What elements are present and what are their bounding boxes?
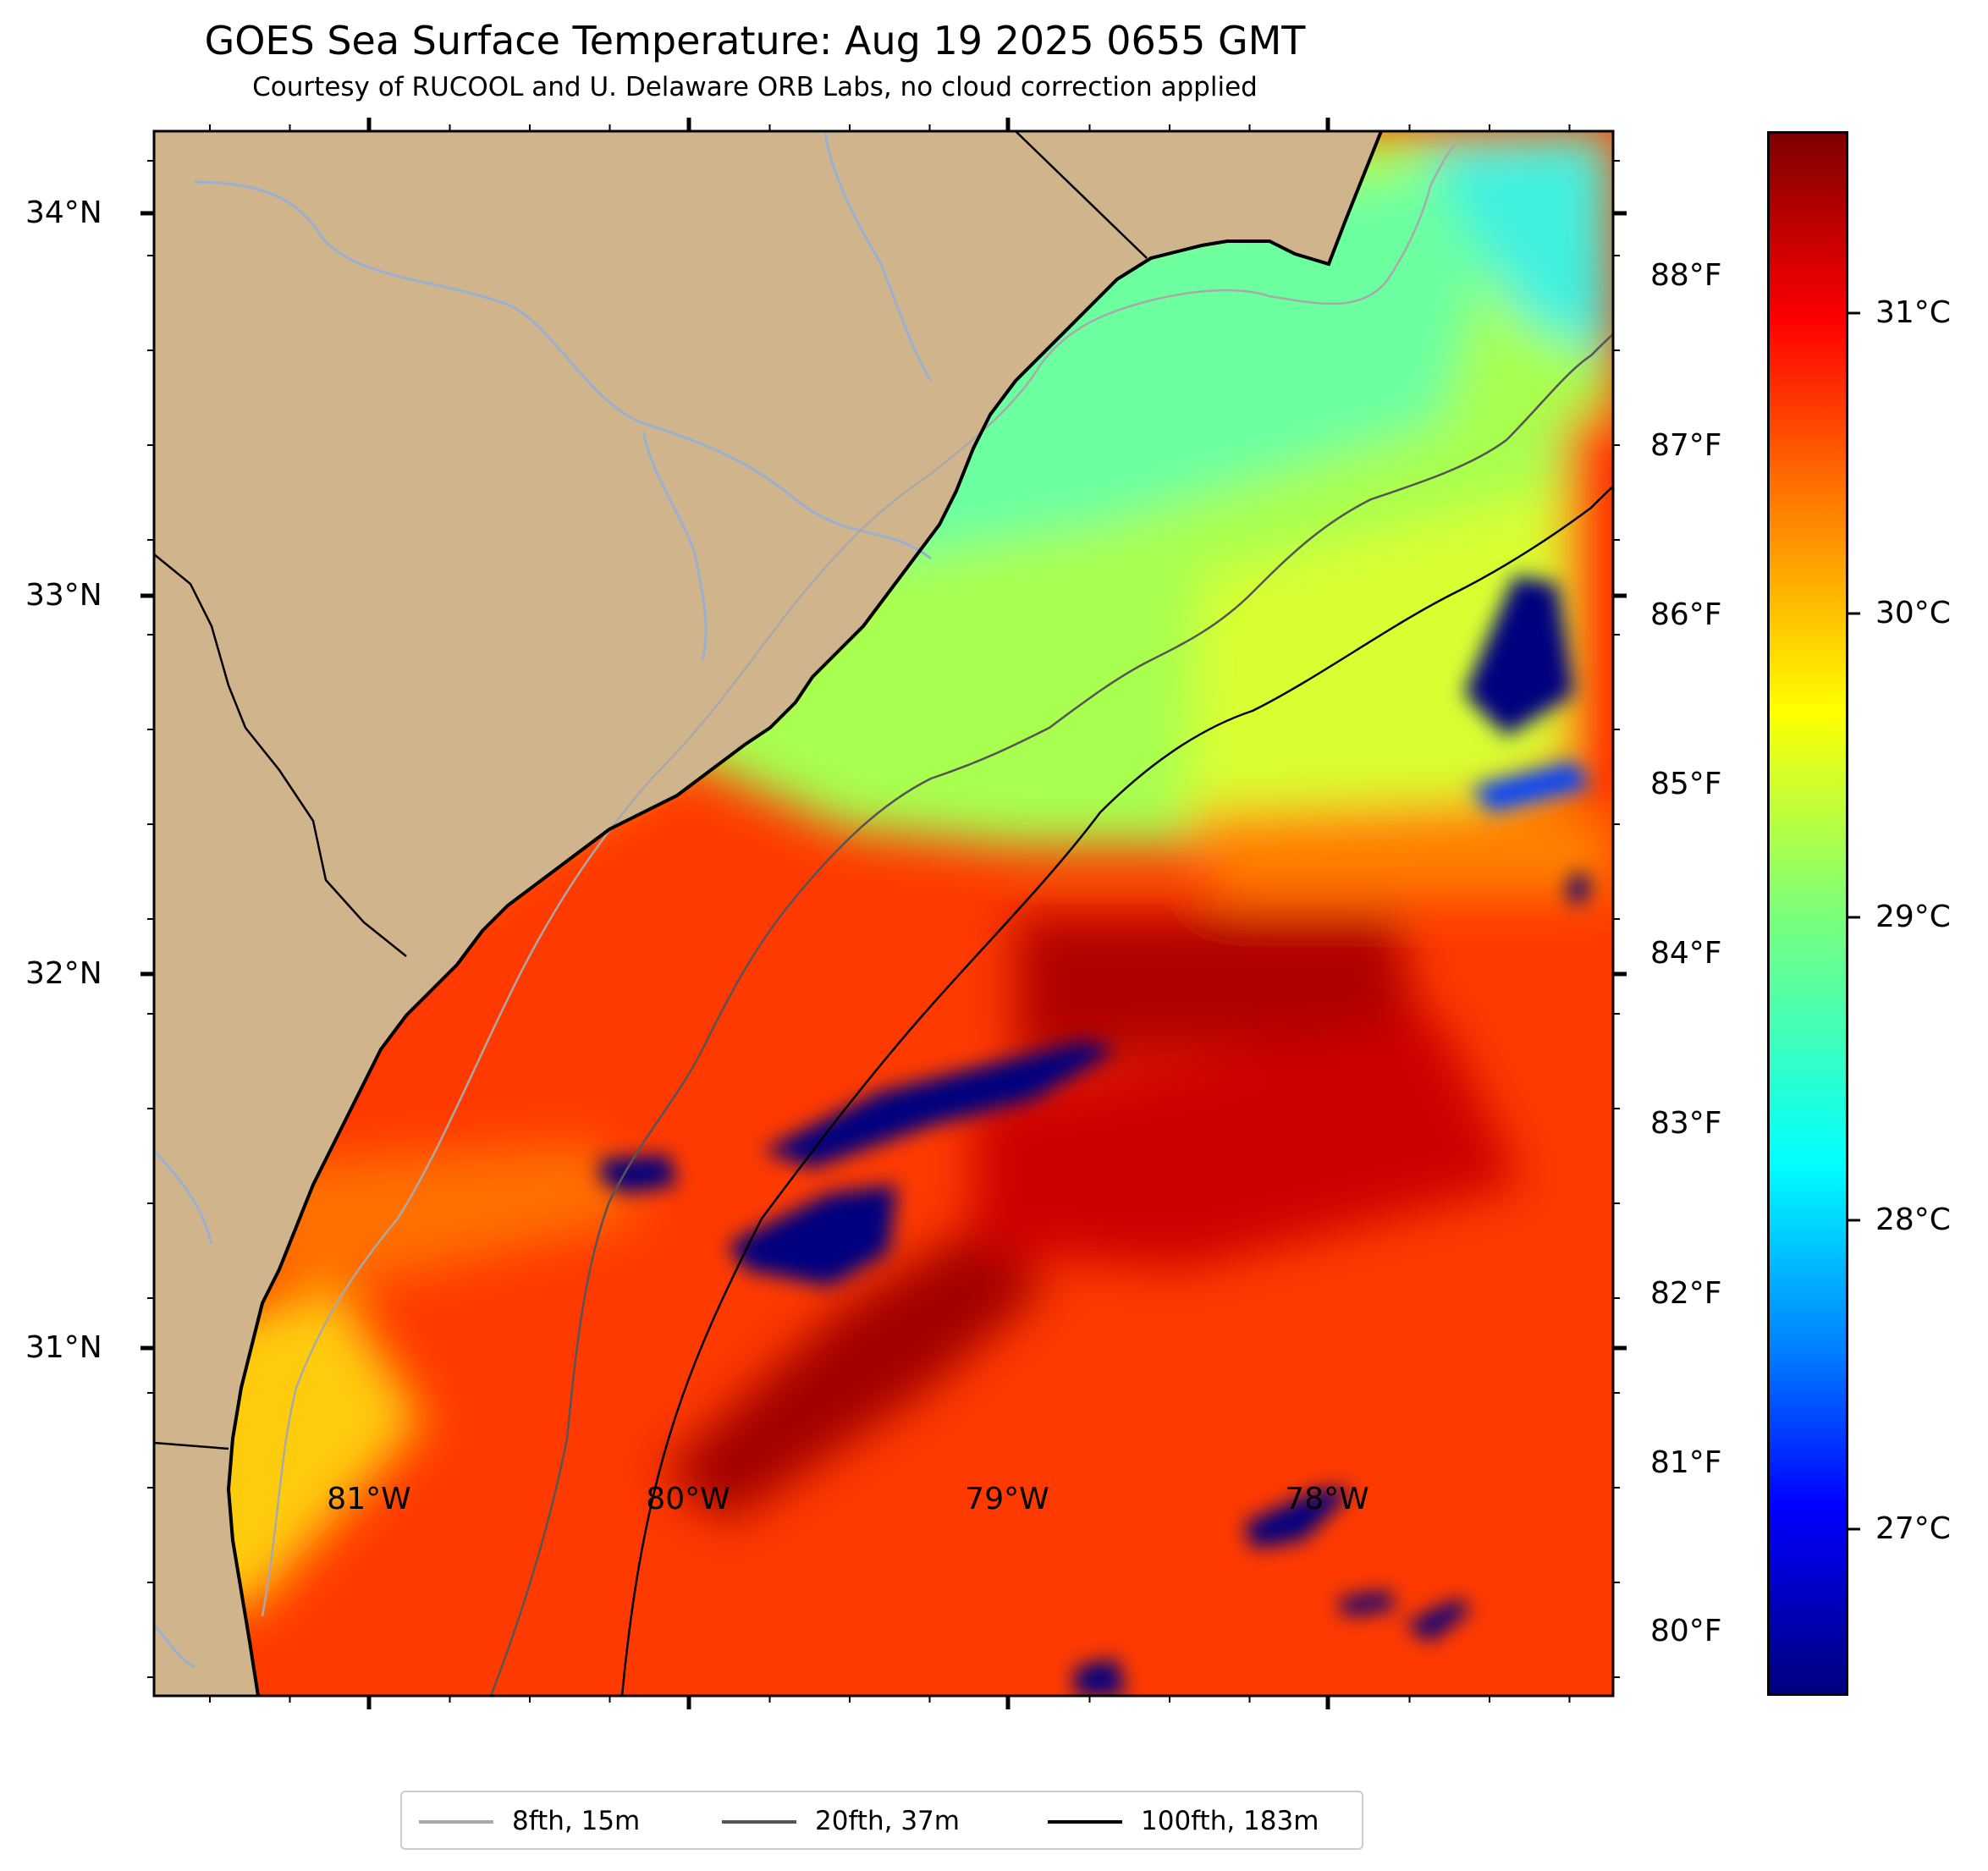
rivers — [154, 131, 933, 1669]
lon-label-80w: 80°W — [646, 1482, 730, 1516]
legend-label-100fth: 100fth, 183m — [1141, 1806, 1319, 1836]
cold-patches — [601, 575, 1591, 1696]
axis-ticks — [140, 118, 1627, 1709]
legend-label-8fth: 8fth, 15m — [512, 1806, 641, 1836]
degf-label-86: 86°F — [1650, 597, 1722, 632]
degf-label-87: 87°F — [1650, 428, 1722, 463]
state-border-nc-sc — [1015, 131, 1148, 259]
lat-label-31n: 31°N — [25, 1330, 102, 1365]
coastline — [226, 131, 1383, 1696]
legend-swatch-100fth — [1048, 1820, 1122, 1824]
degf-label-80: 80°F — [1650, 1614, 1722, 1648]
plot-area — [154, 131, 1613, 1696]
legend-label-20fth: 20fth, 37m — [815, 1806, 960, 1836]
lon-label-79w: 79°W — [965, 1482, 1049, 1516]
colorbar — [1767, 131, 1848, 1696]
legend-swatch-20fth — [722, 1820, 796, 1824]
isobath-100fth — [620, 486, 1613, 1696]
degf-label-84: 84°F — [1650, 936, 1722, 971]
lat-label-32n: 32°N — [25, 956, 102, 991]
plot-frame — [152, 129, 1615, 1698]
degf-label-83: 83°F — [1650, 1106, 1722, 1141]
chart-title: GOES Sea Surface Temperature: Aug 19 202… — [204, 18, 1306, 63]
state-border-ga-fl — [154, 1441, 229, 1450]
legend-swatch-8fth — [419, 1820, 493, 1824]
isobath-20fth — [489, 333, 1613, 1696]
degc-label-30: 30°C — [1875, 596, 1951, 630]
legend: 8fth, 15m 20fth, 37m 100fth, 183m — [400, 1791, 1363, 1850]
isobath-8fth — [261, 143, 1457, 1617]
land — [154, 131, 1381, 1696]
degc-label-28: 28°C — [1875, 1202, 1951, 1237]
lat-label-33n: 33°N — [25, 578, 102, 613]
degc-label-27: 27°C — [1875, 1511, 1951, 1546]
lat-label-34n: 34°N — [25, 195, 102, 230]
degf-label-81: 81°F — [1650, 1445, 1722, 1480]
state-border-sc-ga — [154, 553, 407, 957]
lon-label-81w: 81°W — [327, 1482, 411, 1516]
degc-label-29: 29°C — [1875, 900, 1951, 934]
degc-label-31: 31°C — [1875, 295, 1951, 330]
degf-label-82: 82°F — [1650, 1276, 1722, 1311]
colorbar-ticks — [1848, 311, 1860, 1531]
degf-label-85: 85°F — [1650, 767, 1722, 801]
lon-label-78w: 78°W — [1285, 1482, 1369, 1516]
chart-subtitle: Courtesy of RUCOOL and U. Delaware ORB L… — [252, 72, 1258, 102]
degf-label-88: 88°F — [1650, 258, 1722, 293]
